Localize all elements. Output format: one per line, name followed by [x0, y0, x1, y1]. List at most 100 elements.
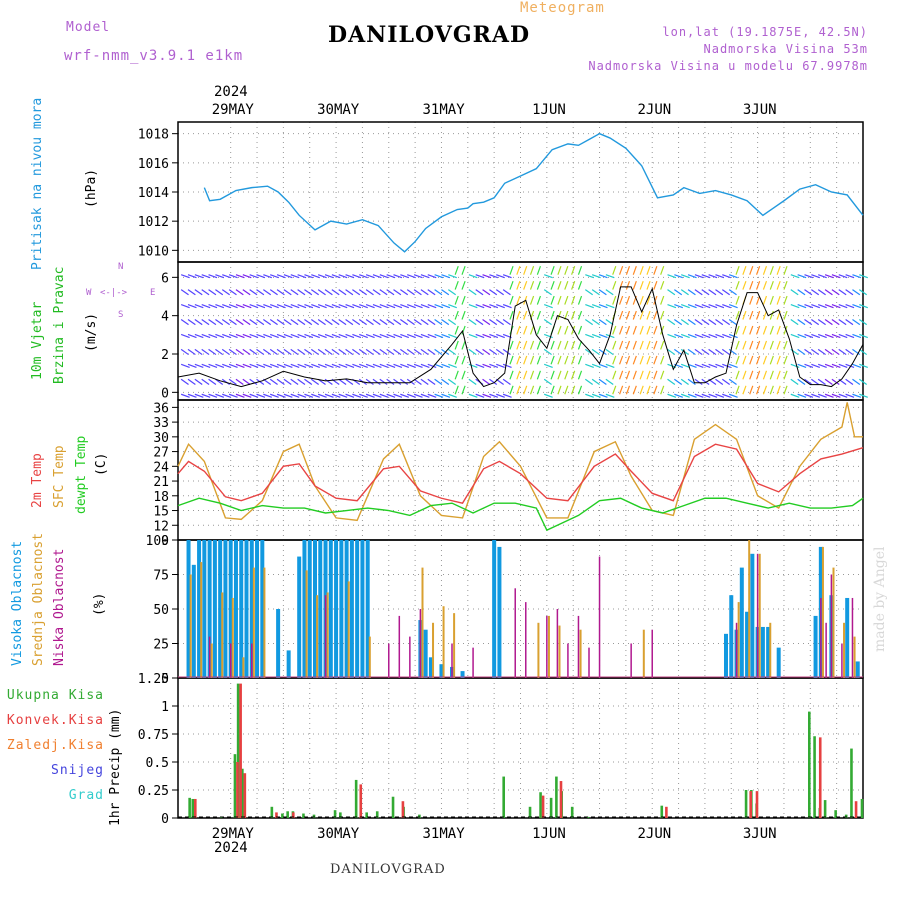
low-cloud-bar: [651, 629, 653, 678]
y-tick-label: 25: [153, 638, 169, 653]
wind-barb: [824, 393, 834, 398]
wind-barb: [632, 265, 637, 275]
wind-barb: [687, 378, 696, 385]
wind-barb: [762, 265, 768, 275]
wind-barb: [591, 378, 600, 385]
wind-barb: [256, 319, 265, 326]
high-cloud-bar: [776, 647, 781, 678]
wind-barb: [235, 289, 244, 296]
wind-barb: [523, 340, 528, 350]
total-precip-bar: [233, 754, 237, 818]
wind-barb: [461, 325, 466, 335]
wind-barb: [208, 289, 217, 296]
y-tick-label: 1010: [138, 244, 169, 259]
total-precip-bar: [834, 810, 837, 818]
wind-barb: [290, 274, 300, 279]
wind-barb: [755, 295, 761, 305]
wind-barb: [625, 310, 631, 320]
wind-barb: [694, 378, 703, 385]
wind-barb: [187, 319, 196, 326]
convective-precip-bar: [359, 784, 363, 818]
wind-barb: [776, 295, 781, 305]
y-tick-label: 9: [161, 534, 169, 549]
wind-barb: [235, 333, 245, 339]
wind-barb: [215, 348, 224, 356]
year-top-label: 2024: [214, 84, 248, 100]
wind-barb: [454, 295, 459, 305]
wind-barb: [804, 289, 813, 296]
wind-barb: [625, 370, 631, 380]
wind-barb: [235, 378, 244, 385]
wind-barb: [304, 333, 314, 339]
wind-barb: [468, 393, 478, 398]
wind-barb: [413, 333, 423, 339]
wind-barb: [310, 319, 320, 326]
wind-barb: [838, 319, 847, 326]
wind-barb: [242, 303, 252, 309]
wind-barb: [441, 274, 451, 279]
wind-barb: [687, 393, 697, 398]
wind-barb: [400, 289, 409, 296]
wind-barb: [407, 274, 416, 279]
wind-barb: [852, 333, 862, 339]
wind-barb: [180, 274, 190, 279]
wind-barb: [434, 333, 444, 339]
wind-barb: [639, 265, 644, 275]
wind-barb: [283, 333, 293, 339]
wind-barb: [605, 289, 614, 296]
wind-barb: [194, 378, 203, 385]
high-cloud-bar: [360, 540, 365, 678]
wind-barb: [701, 303, 711, 309]
y-tick-label: 75: [153, 569, 169, 584]
wind-barb: [605, 378, 614, 385]
low-cloud-bar: [735, 622, 738, 678]
wind-barb: [721, 319, 731, 326]
wind-barb: [529, 355, 535, 365]
wind-barb: [612, 265, 617, 275]
total-precip-bar: [555, 776, 558, 818]
wind-barb: [818, 333, 827, 339]
wind-barb: [769, 310, 774, 320]
wind-barb: [783, 295, 788, 305]
wind-barb: [571, 355, 576, 365]
mid-cloud-bar: [748, 540, 751, 678]
wind-barb: [509, 295, 514, 305]
wind-barb: [783, 280, 788, 290]
wind-barb: [338, 333, 348, 339]
wind-barb: [475, 363, 485, 368]
wind-barb: [797, 363, 807, 368]
wind-barb: [577, 295, 583, 305]
wind-barb: [529, 325, 535, 335]
wind-barb: [310, 289, 320, 296]
high-cloud-bar: [344, 540, 349, 678]
wind-barb: [852, 289, 861, 296]
total-precip-bar: [391, 796, 395, 818]
wind-barb: [776, 280, 781, 290]
wind-barb: [804, 393, 814, 398]
wind-barb: [324, 348, 333, 356]
wind-barb: [317, 319, 326, 326]
wind-barb: [496, 333, 505, 339]
wind-barb: [858, 289, 868, 296]
wind-barb: [489, 289, 498, 296]
wind-barb: [502, 363, 512, 368]
wind-barb: [208, 378, 217, 385]
wind-barb: [715, 303, 725, 309]
wind-barb: [701, 289, 710, 296]
mid-cloud-bar: [200, 562, 203, 678]
wind-barb: [379, 274, 389, 279]
wind-barb: [612, 295, 617, 305]
wind-barb: [612, 355, 617, 365]
wind-barb: [317, 348, 326, 356]
wind-barb: [577, 310, 583, 320]
wind-barb: [591, 393, 601, 398]
wind-barb: [598, 303, 608, 309]
wind-barb: [804, 319, 813, 326]
wind-barb: [762, 325, 768, 335]
mid-cloud-bar: [547, 615, 550, 678]
wind-barb: [831, 289, 840, 296]
low-cloud-bar: [756, 553, 759, 678]
wind-barb: [448, 393, 457, 398]
wind-barb: [735, 385, 740, 395]
wind-barb: [831, 378, 840, 385]
